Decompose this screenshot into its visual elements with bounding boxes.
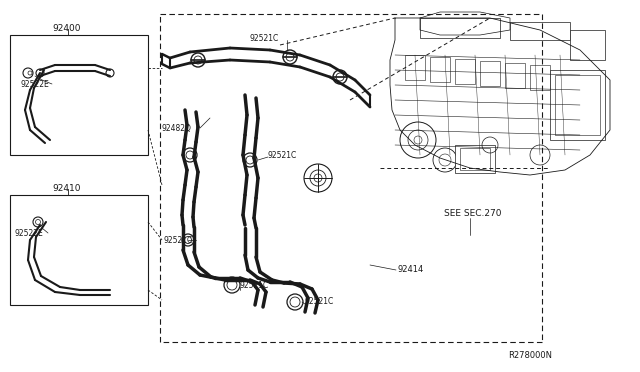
Text: 92522E: 92522E xyxy=(20,80,49,89)
Text: 92521C: 92521C xyxy=(163,235,192,244)
Text: 92521C: 92521C xyxy=(268,151,297,160)
Bar xyxy=(555,75,600,135)
Bar xyxy=(460,148,490,170)
Bar xyxy=(455,59,475,84)
Text: R278000N: R278000N xyxy=(508,352,552,360)
Bar xyxy=(10,35,148,155)
Text: SEE SEC.270: SEE SEC.270 xyxy=(444,208,502,218)
Bar xyxy=(405,55,425,80)
Text: 92410: 92410 xyxy=(52,183,81,192)
Text: 92482Q: 92482Q xyxy=(162,124,192,132)
Text: 92522E: 92522E xyxy=(14,228,43,237)
Bar xyxy=(570,30,605,60)
Text: 92521C: 92521C xyxy=(240,280,269,289)
Bar xyxy=(420,18,500,38)
Bar xyxy=(510,22,570,40)
Circle shape xyxy=(304,164,332,192)
Bar xyxy=(480,61,500,86)
Bar xyxy=(530,65,550,90)
Text: 92521C: 92521C xyxy=(305,298,334,307)
Bar xyxy=(550,70,605,140)
Text: 92400: 92400 xyxy=(52,23,81,32)
Text: 92521C: 92521C xyxy=(250,33,279,42)
Bar xyxy=(430,57,450,82)
Bar xyxy=(455,145,495,173)
Text: 92414: 92414 xyxy=(398,266,424,275)
Bar xyxy=(505,63,525,88)
Bar xyxy=(10,195,148,305)
